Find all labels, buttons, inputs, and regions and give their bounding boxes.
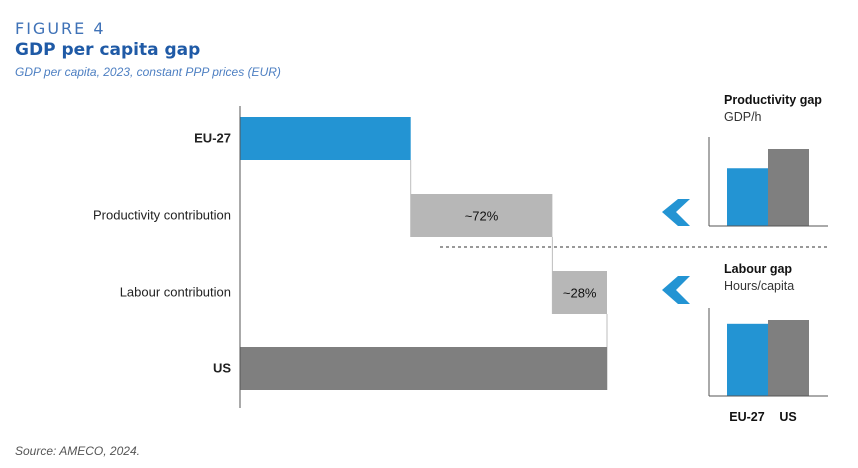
category-label: EU-27 xyxy=(194,131,231,146)
panel-bar xyxy=(727,323,768,396)
data-label: ~72% xyxy=(465,209,499,224)
waterfall-bar xyxy=(240,117,411,160)
panel-bar xyxy=(768,149,809,226)
waterfall-bar xyxy=(240,347,607,390)
productivity-gap-chart: Productivity gap GDP/h xyxy=(708,93,828,227)
chart-title: GDP per capita gap xyxy=(15,40,201,60)
category-label: Productivity contribution xyxy=(93,208,231,223)
panel-category-label: US xyxy=(779,410,796,424)
chart-subtitle: GDP per capita, 2023, constant PPP price… xyxy=(15,65,281,79)
category-label: US xyxy=(213,361,231,376)
panel-category-label: EU-27 xyxy=(729,410,764,424)
panel-title: Productivity gap xyxy=(724,93,822,107)
data-label: ~28% xyxy=(563,286,597,301)
waterfall-bar xyxy=(552,271,607,314)
chevron-left-icon xyxy=(662,276,690,304)
waterfall-bar xyxy=(410,194,553,237)
panel-subtitle: GDP/h xyxy=(724,110,762,124)
panel-bar xyxy=(727,168,768,226)
figure-label: FIGURE 4 xyxy=(15,19,106,38)
panel-subtitle: Hours/capita xyxy=(724,279,794,293)
source-note: Source: AMECO, 2024. xyxy=(15,444,140,458)
panel-title: Labour gap xyxy=(724,262,792,276)
chevron-left-icon xyxy=(662,199,690,226)
category-label: Labour contribution xyxy=(120,285,231,300)
panel-bar xyxy=(768,320,809,396)
labour-gap-chart: Labour gap Hours/capita xyxy=(708,262,828,397)
